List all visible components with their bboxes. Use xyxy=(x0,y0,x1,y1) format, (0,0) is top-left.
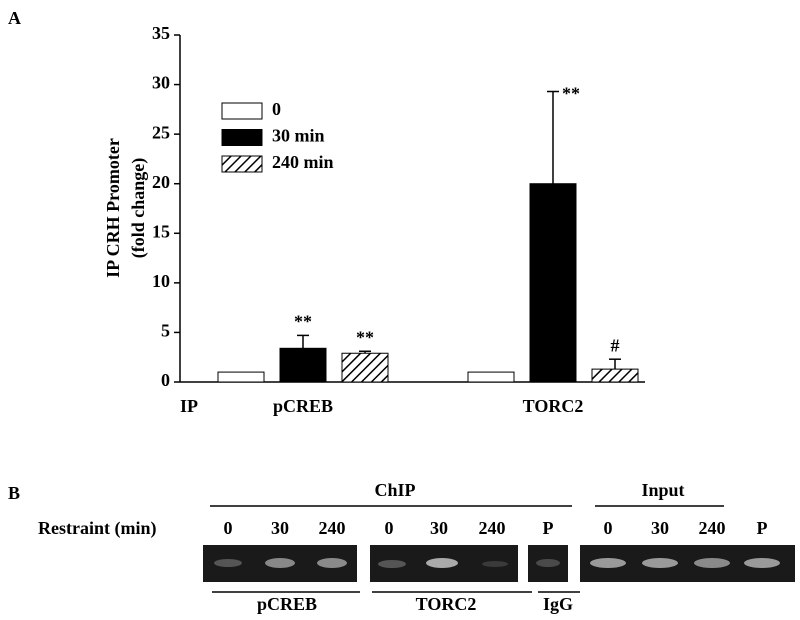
lane-label: 30 xyxy=(271,518,289,538)
bar xyxy=(341,352,389,383)
y-tick-label: 5 xyxy=(161,321,170,341)
input-label: Input xyxy=(641,480,684,500)
y-tick-label: 15 xyxy=(152,221,170,241)
legend-swatch xyxy=(221,102,263,120)
legend-swatch xyxy=(221,129,263,146)
legend-label: 240 min xyxy=(272,152,334,172)
x-tick-label: TORC2 xyxy=(523,396,584,416)
y-tick-label: 10 xyxy=(152,271,170,291)
lane-labels: 0 30 240 0 30 240 P 0 30 240 P xyxy=(224,518,768,538)
bar xyxy=(467,371,515,383)
bar xyxy=(529,183,577,383)
legend-label: 30 min xyxy=(272,126,325,146)
group-label: IgG xyxy=(543,594,573,614)
y-tick-label: 35 xyxy=(152,23,170,43)
group-label: TORC2 xyxy=(416,594,477,614)
group-label: pCREB xyxy=(257,594,317,614)
legend-label: 0 xyxy=(272,99,281,119)
y-tick-label: 25 xyxy=(152,122,170,142)
lane-label: 0 xyxy=(385,518,394,538)
x-tick-label: pCREB xyxy=(273,396,333,416)
x-axis-label: IP xyxy=(180,396,198,416)
legend-swatch xyxy=(221,155,263,173)
y-label: (fold change) xyxy=(128,158,149,259)
y-label: IP CRH Promoter xyxy=(103,138,123,278)
y-tick-label: 30 xyxy=(152,73,170,93)
y-tick-label: 0 xyxy=(161,370,170,390)
y-tick-label: 20 xyxy=(152,172,170,192)
bands xyxy=(214,558,780,568)
annotation: ** xyxy=(294,312,312,332)
bar xyxy=(279,347,327,383)
error-bar xyxy=(609,358,621,370)
annotation: ** xyxy=(356,327,374,347)
lane-label: P xyxy=(757,518,768,538)
annotation: ** xyxy=(562,84,580,104)
bar xyxy=(591,368,639,383)
error-bar xyxy=(359,350,371,354)
error-bar xyxy=(297,334,309,349)
lane-label: P xyxy=(543,518,554,538)
bar xyxy=(217,371,265,383)
restraint-label: Restraint (min) xyxy=(38,518,156,539)
lane-label: 0 xyxy=(224,518,233,538)
panel-label: B xyxy=(8,483,20,503)
lane-label: 0 xyxy=(604,518,613,538)
error-bar xyxy=(547,90,559,184)
lane-label: 240 xyxy=(319,518,346,538)
lane-label: 30 xyxy=(651,518,669,538)
lane-label: 240 xyxy=(699,518,726,538)
lane-label: 30 xyxy=(430,518,448,538)
annotation: # xyxy=(611,335,620,355)
lane-label: 240 xyxy=(479,518,506,538)
panel-label: A xyxy=(8,8,21,28)
chip-label: ChIP xyxy=(374,480,415,500)
